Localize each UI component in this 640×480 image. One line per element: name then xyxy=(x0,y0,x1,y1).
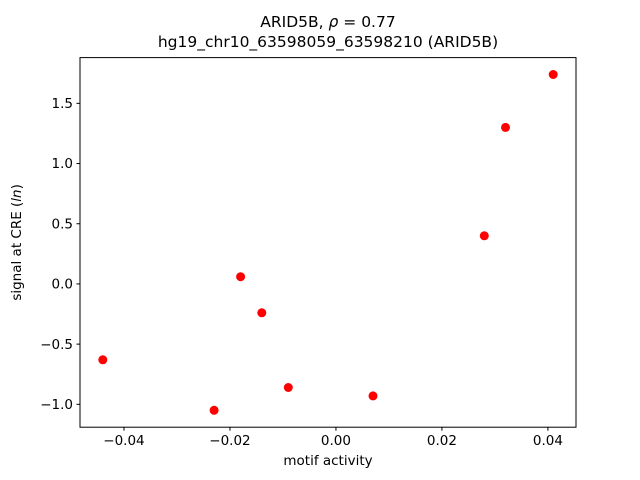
data-point xyxy=(236,272,246,282)
x-tick-label: −0.02 xyxy=(209,433,250,449)
axis-ticks: −0.04 −0.02 0.00 0.02 0.04 −1.0 −0.5 0.0 0.5 1.0 1… xyxy=(40,96,563,449)
y-tick-label: 0.5 xyxy=(52,216,73,232)
y-tick-label: 0.0 xyxy=(52,277,73,293)
data-point xyxy=(501,122,510,132)
x-axis-label: motif activity xyxy=(283,453,372,469)
chart-title-rho-symbol: ρ xyxy=(329,13,339,31)
data-point xyxy=(548,70,558,79)
y-tick-label: 1.5 xyxy=(52,96,73,112)
chart-subtitle: hg19_chr10_63598059_63598210 (ARID5B) xyxy=(158,33,498,52)
axes-frame xyxy=(79,57,577,428)
y-tick-label: −1.0 xyxy=(40,397,73,413)
x-tick-label: 0.00 xyxy=(321,433,351,449)
y-axis-label-prefix: signal at CRE ( xyxy=(9,202,25,301)
scatter-points xyxy=(98,70,558,415)
data-point xyxy=(98,355,108,365)
y-axis-label-ln: ln xyxy=(9,189,25,201)
x-tick-label: 0.02 xyxy=(427,433,457,449)
data-point xyxy=(479,231,489,241)
x-tick-label: 0.04 xyxy=(533,433,563,449)
data-point xyxy=(368,391,378,401)
x-tick-label: −0.04 xyxy=(103,433,144,449)
y-axis-label: signal at CRE (ln) xyxy=(9,184,25,301)
y-tick-label: −0.5 xyxy=(40,337,73,353)
data-point xyxy=(257,308,267,318)
y-tick-label: 1.0 xyxy=(52,156,73,172)
chart-title-suffix: = 0.77 xyxy=(338,13,395,31)
data-point xyxy=(209,405,219,415)
y-axis-label-suffix: ) xyxy=(9,184,25,189)
data-point xyxy=(283,383,293,392)
chart-title: ARID5B, ρ = 0.77 xyxy=(260,13,395,31)
chart-title-prefix: ARID5B, xyxy=(260,13,328,31)
